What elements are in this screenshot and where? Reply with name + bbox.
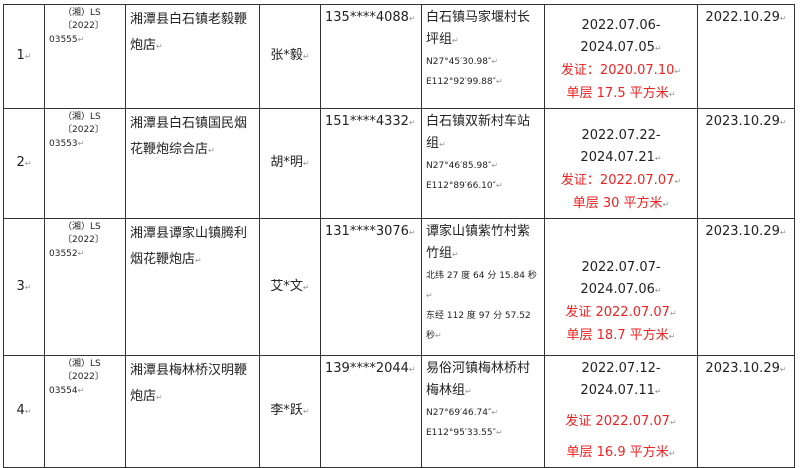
shop-name: 湘潭县梅林桥汉明鞭炮店 bbox=[125, 355, 260, 468]
table-row: 1 （湘）LS 〔2022〕 03555 湘潭县白石镇老毅鞭炮店 张*毅 135… bbox=[3, 4, 795, 109]
phone-number: 135****4088 bbox=[320, 4, 422, 109]
row-number: 3 bbox=[3, 218, 45, 356]
floor-area: 单层 16.9 平方米 bbox=[549, 442, 693, 465]
permit-text: （湘）LS bbox=[63, 359, 101, 369]
longitude: E112°89′66.10″ bbox=[426, 176, 540, 196]
no-text: 3 bbox=[17, 279, 32, 294]
latitude: N27°45′30.98″ bbox=[426, 52, 540, 72]
validity-period: 2022.07.07-2024.07.06 bbox=[549, 257, 693, 302]
shop-text: 湘潭县白石镇国民烟花鞭炮综合店 bbox=[130, 116, 247, 157]
person-text: 胡*明 bbox=[270, 155, 309, 170]
validity-cell: 2022.07.06-2024.07.05 发证：2020.07.10 单层 1… bbox=[544, 4, 698, 109]
permit-text: 03552 bbox=[49, 247, 121, 261]
phone-text: 131****3076 bbox=[325, 224, 416, 239]
shop-permit-table: 1 （湘）LS 〔2022〕 03555 湘潭县白石镇老毅鞭炮店 张*毅 135… bbox=[3, 4, 795, 468]
address: 白石镇马家堰村长坪组 N27°45′30.98″ E112°92′99.88″ bbox=[421, 4, 545, 109]
address-text: 易俗河镇梅林桥村梅林组 bbox=[426, 358, 540, 403]
address: 谭家山镇紫竹村紫竹组 北纬 27 度 64 分 15.84 秒 东经 112 度… bbox=[421, 218, 545, 356]
issue-date: 发证：2022.07.07 bbox=[549, 170, 693, 193]
date-text: 2023.10.29 bbox=[705, 361, 786, 376]
table-row: 3 （湘）LS 〔2022〕 03552 湘潭县谭家山镇腾利烟花鞭炮店 艾*文 … bbox=[3, 218, 795, 356]
person-name: 张*毅 bbox=[259, 4, 321, 109]
no-text: 1 bbox=[17, 48, 32, 63]
row-number: 1 bbox=[3, 4, 45, 109]
issue-date: 发证：2020.07.10 bbox=[549, 60, 693, 83]
person-text: 张*毅 bbox=[270, 48, 309, 63]
table-row: 2 （湘）LS 〔2022〕 03553 湘潭县白石镇国民烟花鞭炮综合店 胡*明… bbox=[3, 108, 795, 219]
inspection-date: 2022.10.29 bbox=[697, 4, 795, 109]
person-name: 李*跃 bbox=[259, 355, 321, 468]
shop-text: 湘潭县白石镇老毅鞭炮店 bbox=[130, 12, 247, 53]
permit-text: 03553 bbox=[49, 137, 121, 151]
issue-date: 发证 2022.07.07 bbox=[549, 302, 693, 325]
permit-text: 03554 bbox=[49, 384, 121, 398]
row-number: 4 bbox=[3, 355, 45, 468]
longitude: E112°92′99.88″ bbox=[426, 72, 540, 92]
phone-number: 139****2044 bbox=[320, 355, 422, 468]
phone-text: 151****4332 bbox=[325, 114, 416, 129]
latitude: N27°69′46.74″ bbox=[426, 403, 540, 423]
person-name: 胡*明 bbox=[259, 108, 321, 219]
table-row: 4 （湘）LS 〔2022〕 03554 湘潭县梅林桥汉明鞭炮店 李*跃 139… bbox=[3, 355, 795, 468]
person-name: 艾*文 bbox=[259, 218, 321, 356]
longitude: E112°95′33.55″ bbox=[426, 423, 540, 443]
validity-period: 2022.07.22-2024.07.21 bbox=[549, 125, 693, 170]
shop-name: 湘潭县谭家山镇腾利烟花鞭炮店 bbox=[125, 218, 260, 356]
shop-name: 湘潭县白石镇国民烟花鞭炮综合店 bbox=[125, 108, 260, 219]
phone-text: 139****2044 bbox=[325, 361, 416, 376]
row-number: 2 bbox=[3, 108, 45, 219]
latitude: N27°46′85.98″ bbox=[426, 156, 540, 176]
address: 易俗河镇梅林桥村梅林组 N27°69′46.74″ E112°95′33.55″ bbox=[421, 355, 545, 468]
floor-area: 单层 30 平方米 bbox=[549, 193, 693, 216]
no-text: 2 bbox=[17, 155, 32, 170]
shop-text: 湘潭县梅林桥汉明鞭炮店 bbox=[130, 363, 247, 404]
permit-number: （湘）LS 〔2022〕 03552 bbox=[44, 218, 126, 356]
validity-cell: 2022.07.22-2024.07.21 发证：2022.07.07 单层 3… bbox=[544, 108, 698, 219]
phone-text: 135****4088 bbox=[325, 10, 416, 25]
permit-text: 〔2022〕 bbox=[63, 235, 104, 245]
permit-number: （湘）LS 〔2022〕 03553 bbox=[44, 108, 126, 219]
shop-name: 湘潭县白石镇老毅鞭炮店 bbox=[125, 4, 260, 109]
permit-text: （湘）LS bbox=[63, 222, 101, 232]
longitude: 东经 112 度 97 分 57.52 秒 bbox=[426, 306, 540, 346]
floor-area: 单层 17.5 平方米 bbox=[549, 83, 693, 106]
address-text: 白石镇马家堰村长坪组 bbox=[426, 7, 540, 52]
permit-text: 〔2022〕 bbox=[63, 372, 104, 382]
person-text: 李*跃 bbox=[270, 403, 309, 418]
address: 白石镇双新村车站组 N27°46′85.98″ E112°89′66.10″ bbox=[421, 108, 545, 219]
validity-period: 2022.07.12-2024.07.11 bbox=[549, 358, 693, 403]
person-text: 艾*文 bbox=[270, 279, 309, 294]
floor-area: 单层 18.7 平方米 bbox=[549, 325, 693, 348]
latitude: 北纬 27 度 64 分 15.84 秒 bbox=[426, 266, 540, 306]
validity-cell: 2022.07.07-2024.07.06 发证 2022.07.07 单层 1… bbox=[544, 218, 698, 356]
validity-cell: 2022.07.12-2024.07.11 发证 2022.07.07 单层 1… bbox=[544, 355, 698, 468]
no-text: 4 bbox=[17, 403, 32, 418]
inspection-date: 2023.10.29 bbox=[697, 108, 795, 219]
permit-text: 03555 bbox=[49, 33, 121, 47]
date-text: 2023.10.29 bbox=[705, 114, 786, 129]
permit-text: 〔2022〕 bbox=[63, 125, 104, 135]
address-text: 谭家山镇紫竹村紫竹组 bbox=[426, 221, 540, 266]
permit-text: （湘）LS bbox=[63, 112, 101, 122]
permit-number: （湘）LS 〔2022〕 03554 bbox=[44, 355, 126, 468]
address-text: 白石镇双新村车站组 bbox=[426, 111, 540, 156]
permit-text: 〔2022〕 bbox=[63, 21, 104, 31]
date-text: 2022.10.29 bbox=[705, 10, 786, 25]
permit-text: （湘）LS bbox=[63, 8, 101, 18]
phone-number: 151****4332 bbox=[320, 108, 422, 219]
inspection-date: 2023.10.29 bbox=[697, 355, 795, 468]
phone-number: 131****3076 bbox=[320, 218, 422, 356]
permit-number: （湘）LS 〔2022〕 03555 bbox=[44, 4, 126, 109]
inspection-date: 2023.10.29 bbox=[697, 218, 795, 356]
validity-period: 2022.07.06-2024.07.05 bbox=[549, 15, 693, 60]
shop-text: 湘潭县谭家山镇腾利烟花鞭炮店 bbox=[130, 226, 247, 267]
date-text: 2023.10.29 bbox=[705, 224, 786, 239]
